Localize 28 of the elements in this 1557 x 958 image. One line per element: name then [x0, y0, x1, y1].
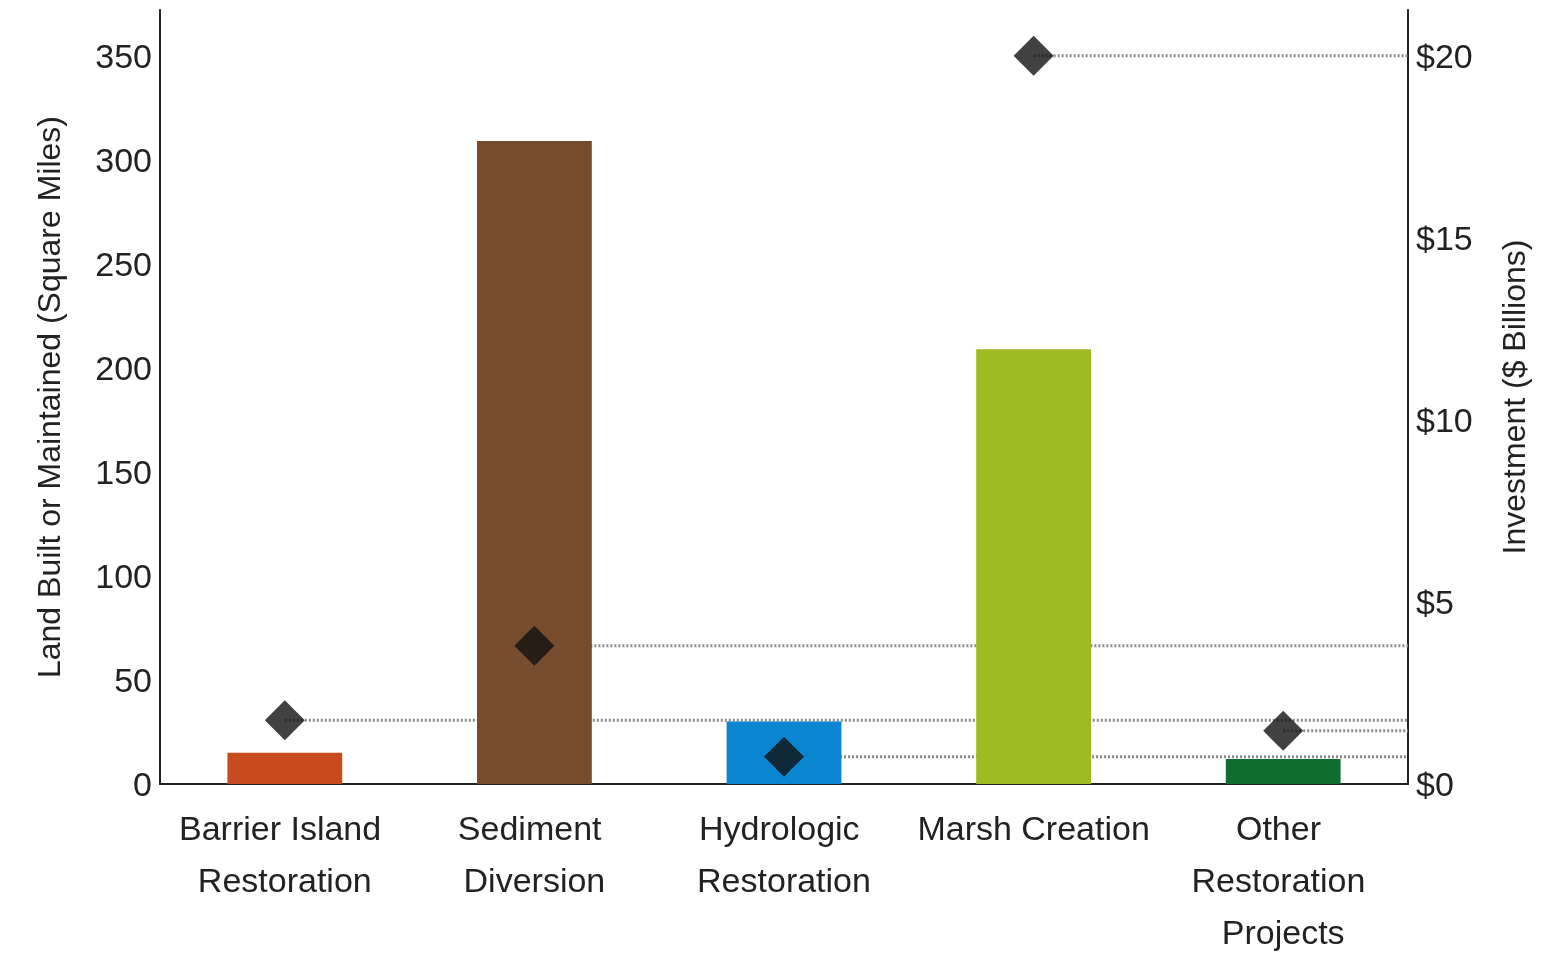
y-tick-label: 350: [95, 36, 152, 75]
y-tick-label: 100: [95, 556, 152, 595]
x-tick-label: Other Restoration Projects: [1191, 809, 1375, 951]
x-tick-label: Barrier Island Restoration: [178, 809, 391, 899]
point: [1013, 35, 1054, 76]
point: [1263, 710, 1304, 751]
y-tick-label: 250: [95, 244, 152, 283]
point: [514, 625, 555, 666]
bar: [1225, 759, 1341, 784]
y-tick-label: 300: [95, 140, 152, 179]
point: [264, 700, 305, 741]
y2-tick-label: $20: [1416, 36, 1473, 75]
x-tick-label: Sediment Diversion: [457, 809, 611, 899]
y-axis-title: Land Built or Maintained (Square Miles): [31, 115, 67, 679]
y2-tick-label: $10: [1416, 400, 1473, 439]
y-tick-label: 200: [95, 348, 152, 387]
bar: [476, 141, 592, 784]
y-tick-label: 150: [95, 452, 152, 491]
y-tick-label: 50: [114, 660, 152, 699]
y2-tick-label: $0: [1416, 765, 1454, 803]
y2-axis-title: Investment ($ Billions): [1496, 239, 1532, 555]
x-tick-label: Hydrologic Restoration: [697, 809, 871, 899]
bar: [227, 752, 343, 784]
y2-tick-label: $15: [1416, 218, 1473, 257]
bar: [976, 349, 1092, 784]
x-tick-label: Marsh Creation: [917, 809, 1150, 847]
y2-tick-label: $5: [1416, 582, 1454, 621]
y-tick-label: 0: [133, 765, 152, 803]
